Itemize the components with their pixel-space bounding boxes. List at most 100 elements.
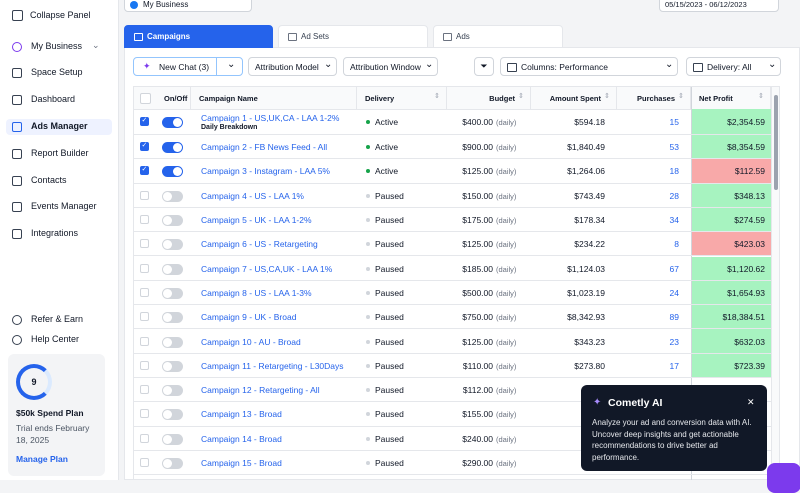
row[interactable] [134,109,771,135]
daily-breakdown[interactable]: Daily Breakdown [201,124,258,131]
tab[interactable]: Campaigns [124,25,273,48]
ai-launcher[interactable] [767,463,800,493]
toggle[interactable] [162,336,183,348]
campaign-name[interactable]: Campaign 8 - US - LAA 1-3% [201,287,312,298]
toggle[interactable] [162,190,183,202]
nav-item[interactable]: Space Setup [31,67,83,77]
purchases[interactable]: 34 [669,215,679,226]
tab[interactable]: Ads [433,25,563,48]
row-checkbox[interactable] [140,166,149,176]
row[interactable] [134,378,771,403]
date-range[interactable]: 05/15/2023 - 06/12/2023 [665,0,747,9]
campaign-name[interactable]: Campaign 14 - Broad [201,433,282,444]
delivery-select[interactable]: Delivery: All ⌄ [686,57,781,76]
row[interactable] [134,257,771,281]
nav-item[interactable]: Dashboard [31,94,76,104]
column-header[interactable]: Amount Spent [549,94,601,103]
row-checkbox[interactable] [140,458,149,468]
purchases[interactable]: 67 [669,263,679,274]
toggle[interactable] [162,433,183,445]
row-checkbox[interactable] [140,215,149,225]
filter-button[interactable]: ⏷ [474,57,494,76]
row[interactable] [134,281,771,306]
campaign-name[interactable]: Campaign 12 - Retargeting - All [201,385,320,396]
toggle[interactable] [162,239,183,251]
row[interactable] [134,451,771,476]
row[interactable] [134,354,771,378]
purchases[interactable]: 53 [669,142,679,153]
column-header[interactable]: Budget [489,94,515,103]
columns-select[interactable]: Columns: Performance ⌄ [500,57,678,76]
nav-item[interactable]: Events Manager [31,201,97,211]
collapse-button[interactable]: Collapse Panel [30,10,91,20]
campaign-name[interactable]: Campaign 15 - Broad [201,458,282,469]
row[interactable] [134,208,771,233]
campaign-name[interactable]: Campaign 6 - US - Retargeting [201,239,318,250]
campaign-name[interactable]: Campaign 13 - Broad [201,409,282,420]
nav-item[interactable]: My Business [31,41,83,51]
new-chat-button[interactable]: ✦ New Chat (3) ⌄ [133,57,243,76]
column-header[interactable]: Delivery [365,94,395,103]
close-button[interactable]: ✕ [747,397,755,407]
campaign-name[interactable]: Campaign 11 - Retargeting - L30Days [201,360,344,371]
row[interactable] [134,135,771,160]
campaign-name[interactable]: Campaign 4 - US - LAA 1% [201,190,304,201]
attribution_window-select[interactable]: Attribution Window ⌄ [343,57,438,76]
purchases[interactable]: 15 [669,117,679,127]
toggle[interactable] [162,166,183,178]
campaign-name[interactable]: Campaign 10 - AU - Broad [201,336,301,347]
purchases[interactable]: 23 [669,336,679,347]
campaign-name[interactable]: Campaign 9 - UK - Broad [201,312,297,323]
purchases[interactable]: 89 [669,312,679,323]
campaign-name[interactable]: Campaign 5 - UK - LAA 1-2% [201,215,312,226]
purchases[interactable]: 24 [669,287,679,298]
column-header[interactable]: Purchases [637,94,675,103]
purchases[interactable]: 28 [669,190,679,201]
purchases[interactable]: 18 [669,166,679,177]
row-checkbox[interactable] [140,409,149,419]
toggle[interactable] [162,409,183,421]
column-header[interactable]: Campaign Name [199,94,258,103]
row-checkbox[interactable] [140,263,149,273]
toggle[interactable] [162,360,183,372]
toggle[interactable] [162,215,183,227]
toggle[interactable] [162,312,183,324]
nav-item[interactable]: Integrations [31,228,79,238]
row-checkbox[interactable] [140,287,149,297]
toggle[interactable] [162,385,183,397]
row[interactable] [134,329,771,354]
row-checkbox[interactable] [140,433,149,443]
row-checkbox[interactable] [140,312,149,322]
campaign-name[interactable]: Campaign 3 - Instagram - LAA 5% [201,166,330,177]
campaign-name[interactable]: Campaign 1 - US,UK,CA - LAA 1-2% [201,113,340,123]
row-checkbox[interactable] [140,117,149,126]
column-header[interactable]: Net Profit [699,94,733,103]
nav-item[interactable]: Report Builder [31,148,89,158]
row[interactable] [134,159,771,184]
row-checkbox[interactable] [140,385,149,395]
row[interactable] [134,305,771,330]
account-name[interactable]: My Business [143,0,189,9]
row[interactable] [134,232,771,257]
row-checkbox[interactable] [140,239,149,249]
row[interactable] [134,427,771,451]
header-checkbox[interactable] [140,93,151,104]
campaign-name[interactable]: Campaign 2 - FB News Feed - All [201,142,328,153]
row-checkbox[interactable] [140,142,149,152]
manage-plan[interactable]: Manage Plan [16,454,68,464]
row-checkbox[interactable] [140,336,149,346]
nav-item[interactable]: Contacts [31,175,67,185]
row-checkbox[interactable] [140,190,149,200]
toggle[interactable] [162,117,183,128]
tab[interactable]: Ad Sets [278,25,428,48]
row-checkbox[interactable] [140,360,149,370]
row[interactable] [134,402,771,427]
campaign-name[interactable]: Campaign 7 - US,CA,UK - LAA 1% [201,263,333,274]
attribution_model-select[interactable]: Attribution Model ⌄ [248,57,337,76]
nav-item[interactable]: Ads Manager [31,121,88,131]
purchases[interactable]: 17 [669,360,679,371]
footer-link[interactable]: Refer & Earn [31,314,84,324]
toggle[interactable] [162,263,183,275]
toggle[interactable] [162,458,183,470]
footer-link[interactable]: Help Center [31,334,80,344]
